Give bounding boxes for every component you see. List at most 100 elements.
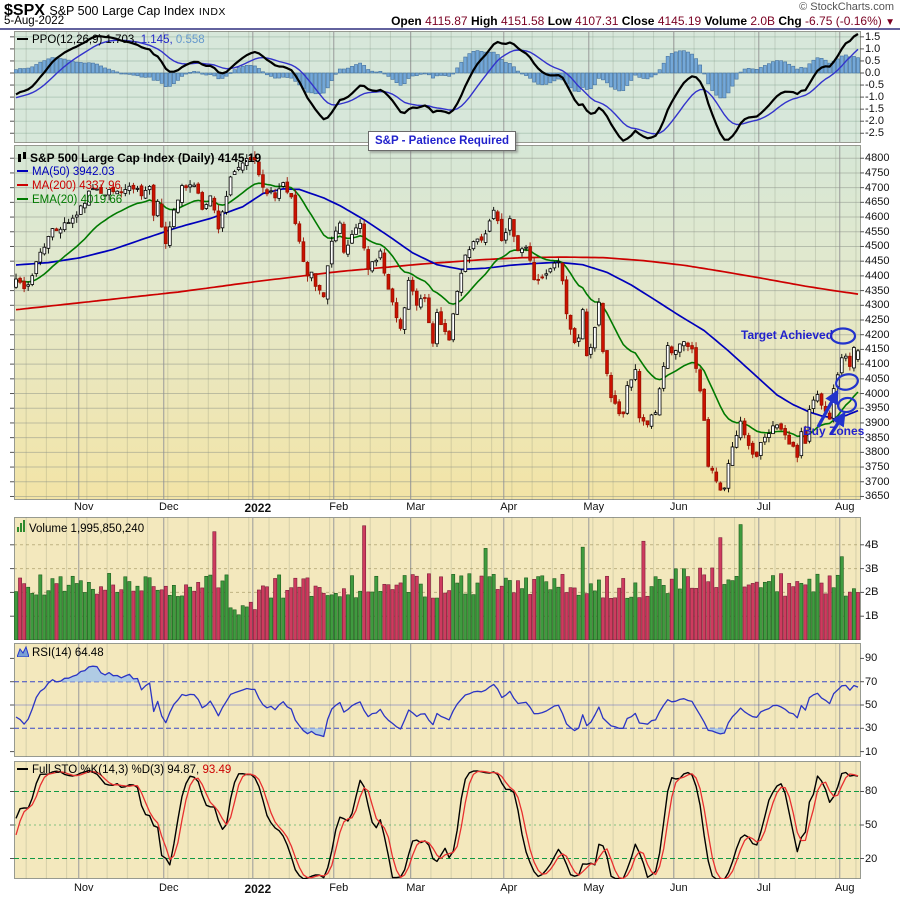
price-axis-tick: 4650 [865,196,890,209]
price-axis-tick: 4700 [865,181,890,194]
axis-ticks [10,36,864,860]
chart-date: 5-Aug-2022 [4,15,65,27]
ma200-line-icon [17,183,28,186]
month-label: 2022 [244,882,272,896]
month-label: Mar [406,501,426,513]
volume-bars-icon [17,520,26,535]
rsi-axis-tick: 10 [865,745,878,758]
main-title: S&P 500 Large Cap Index (Daily) 4145.19 [17,151,261,165]
price-axis-tick: 3900 [865,416,890,429]
quote-bar: Open 4115.87 High 4151.58 Low 4107.31 Cl… [391,14,895,28]
ma50-line-icon [17,169,28,172]
month-label: Apr [500,501,518,513]
ppo-axis-tick: 0.5 [865,54,881,67]
price-axis-tick: 3750 [865,461,890,474]
sto-series [14,769,860,879]
sto-line-icon [17,767,28,770]
month-label: May [583,501,605,513]
high-label: High [470,14,498,28]
ppo-hist-value: 0.558 [175,34,205,46]
month-label: Aug [834,882,855,894]
patience-annotation: S&P - Patience Required [368,131,516,151]
sto-legend-text: Full STO %K(14,3) %D(3) 94.87, [32,764,200,776]
price-axis-tick: 4750 [865,166,890,179]
rsi-axis-tick: 30 [865,722,878,735]
month-label: Nov [73,882,94,894]
open-value: 4115.87 [425,14,468,28]
candles [14,151,860,493]
ma50-legend-text: MA(50) 3942.03 [32,166,115,178]
chart-top-border [0,28,900,30]
ppo-series [14,33,860,142]
price-axis-tick: 4500 [865,240,890,253]
price-axis-tick: 4600 [865,211,890,224]
month-label: Dec [158,882,179,894]
target-ellipse [829,327,857,345]
price-axis-tick: 4450 [865,255,890,268]
ema20-line-icon [17,197,28,200]
close-label: Close [621,14,655,28]
sto-d-value: 93.49 [202,764,232,776]
buy-zones-annotation: Buy Zones [803,424,865,438]
stockcharts-credit: © StockCharts.com [799,1,894,13]
ppo-axis-tick: -2.0 [865,115,884,128]
price-axis-tick: 4350 [865,284,890,297]
month-label: 2022 [244,501,272,515]
low-label: Low [547,14,572,28]
price-axis-tick: 3800 [865,446,890,459]
ppo-axis-tick: 0.0 [865,67,881,79]
rsi-axis-tick: 50 [865,699,878,711]
buy-zone-ellipse-2 [836,396,858,414]
high-value: 4151.58 [500,14,545,28]
price-axis-tick: 4550 [865,225,890,238]
volume-legend: Volume 1,995,850,240 [17,520,144,535]
volume-value: 2.0B [750,14,776,28]
price-axis-tick: 4050 [865,372,890,385]
ppo-axis-tick: -1.0 [865,91,884,104]
month-label: Jun [669,501,688,513]
price-axis-tick: 4150 [865,343,890,356]
month-label: Apr [500,882,518,894]
ma200-legend-text: MA(200) 4337.96 [32,180,121,192]
rsi-legend: RSI(14) 64.48 [16,645,104,659]
ppo-axis-tick: 1.0 [865,42,881,55]
price-axis-tick: 3700 [865,475,890,488]
month-label: Jul [756,882,771,894]
ppo-axis-tick: 1.5 [865,30,881,43]
price-axis-tick: 3850 [865,431,890,444]
month-label: Feb [329,882,349,894]
month-label: Dec [158,501,179,513]
chg-down-triangle-icon: ▼ [885,17,895,28]
rsi-series [14,665,860,738]
chg-label: Chg [778,14,802,28]
month-label: Aug [834,501,855,513]
volume-axis-tick: 4B [865,538,879,551]
sto-axis-tick: 20 [865,852,878,865]
ppo-axis-tick: -2.5 [865,127,884,140]
ma50-legend: MA(50) 3942.03 [17,166,114,178]
chart-type-icon [18,152,26,162]
ma200-legend: MA(200) 4337.96 [17,180,121,192]
ppo-line-icon [17,37,28,40]
month-label: Jun [669,882,688,894]
price-axis-tick: 3950 [865,402,890,415]
price-axis-tick: 4400 [865,269,890,282]
sto-axis-tick: 80 [865,785,878,798]
ema20-legend-text: EMA(20) 4019.66 [32,194,123,206]
month-label: Nov [73,501,94,513]
rsi-panel [14,643,861,757]
price-axis-tick: 4250 [865,314,890,326]
volume-axis-tick: 3B [865,562,879,575]
sto-legend: Full STO %K(14,3) %D(3) 94.87, 93.49 [17,764,231,776]
volume-axis-tick: 2B [865,586,879,599]
month-label: Mar [406,882,426,894]
ema20-legend: EMA(20) 4019.66 [17,194,122,206]
volume-legend-text: Volume 1,995,850,240 [29,523,145,535]
header-line1: $SPX S&P 500 Large Cap Index INDX [4,2,226,20]
price-axis-tick: 4100 [865,358,890,371]
target-achieved-annotation: Target Achieved [741,328,834,342]
volume-label: Volume [704,14,747,28]
price-axis-tick: 4000 [865,387,890,400]
chg-value: -6.75 (-0.16%) [805,14,882,28]
buy-zone-arrow-2 [829,411,846,435]
